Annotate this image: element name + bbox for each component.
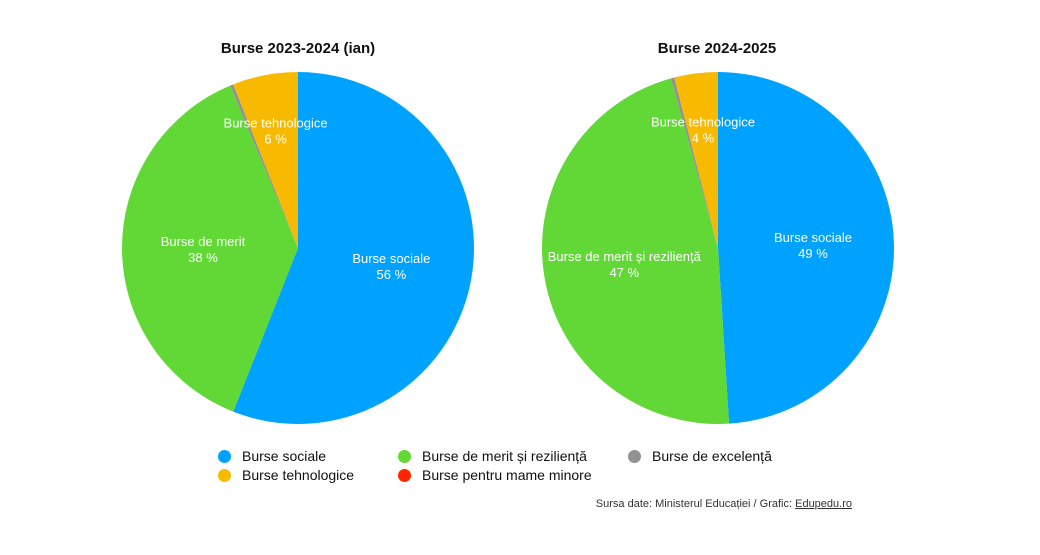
slice-label-burse-tehnologice: Burse tehnologice 6 %	[224, 115, 328, 146]
legend: Burse sociale Burse de merit și rezilien…	[218, 448, 838, 488]
source-note: Sursa date: Ministerul Educației / Grafi…	[596, 498, 852, 510]
legend-item-burse-mame-minore: Burse pentru mame minore	[398, 467, 592, 483]
legend-label: Burse de merit și reziliență	[422, 448, 587, 464]
legend-label: Burse tehnologice	[242, 467, 355, 483]
pie-slice-burse-de-excelenta	[671, 77, 718, 249]
legend-item-burse-tehnologice: Burse tehnologice	[218, 467, 354, 483]
pie-slice-burse-de-merit-si-rezilienta	[122, 85, 298, 412]
pie-slice-burse-de-excelenta	[230, 84, 298, 248]
slice-label-burse-sociale: Burse sociale 56 %	[352, 251, 430, 282]
legend-item-burse-de-merit: Burse de merit și reziliență	[398, 448, 587, 464]
pie-slice-burse-de-merit-si-rezilienta	[541, 78, 730, 425]
legend-item-burse-sociale: Burse sociale	[218, 448, 326, 464]
pie-slice-burse-sociale	[718, 72, 894, 424]
legend-swatch	[218, 468, 231, 482]
slice-label-burse-de-merit-si-rezilienta: Burse de merit și reziliență 47 %	[548, 249, 702, 280]
legend-label: Burse pentru mame minore	[422, 467, 592, 483]
slice-label-burse-tehnologice: Burse tehnologice 4 %	[651, 114, 755, 145]
chart-title-2023-2024: Burse 2023-2024 (ian)	[220, 40, 376, 57]
legend-swatch	[218, 449, 231, 463]
slice-label-burse-sociale: Burse sociale 49 %	[774, 230, 852, 261]
pie-slice-burse-tehnologice	[674, 72, 718, 248]
source-link[interactable]: Edupedu.ro	[795, 498, 852, 510]
pie-slice-burse-sociale	[233, 72, 474, 424]
legend-swatch	[398, 449, 411, 463]
pie-chart-2023-2024: Burse sociale 56 % Burse de merit 38 % Burse…	[122, 72, 474, 424]
legend-item-burse-de-excelenta: Burse de excelență	[628, 448, 772, 464]
slice-label-burse-de-merit-si-rezilienta: Burse de merit 38 %	[161, 234, 246, 265]
legend-label: Burse de excelență	[652, 448, 772, 464]
legend-swatch	[398, 468, 411, 482]
pie-slice-burse-tehnologice	[233, 72, 298, 248]
legend-swatch	[628, 449, 641, 463]
chart-title-2024-2025: Burse 2024-2025	[657, 40, 777, 57]
pie-chart-2024-2025: Burse sociale 49 % Burse de merit și rezil…	[541, 72, 894, 425]
source-prefix: Sursa date: Ministerul Educației / Grafi…	[595, 498, 796, 510]
legend-label: Burse sociale	[242, 448, 327, 464]
